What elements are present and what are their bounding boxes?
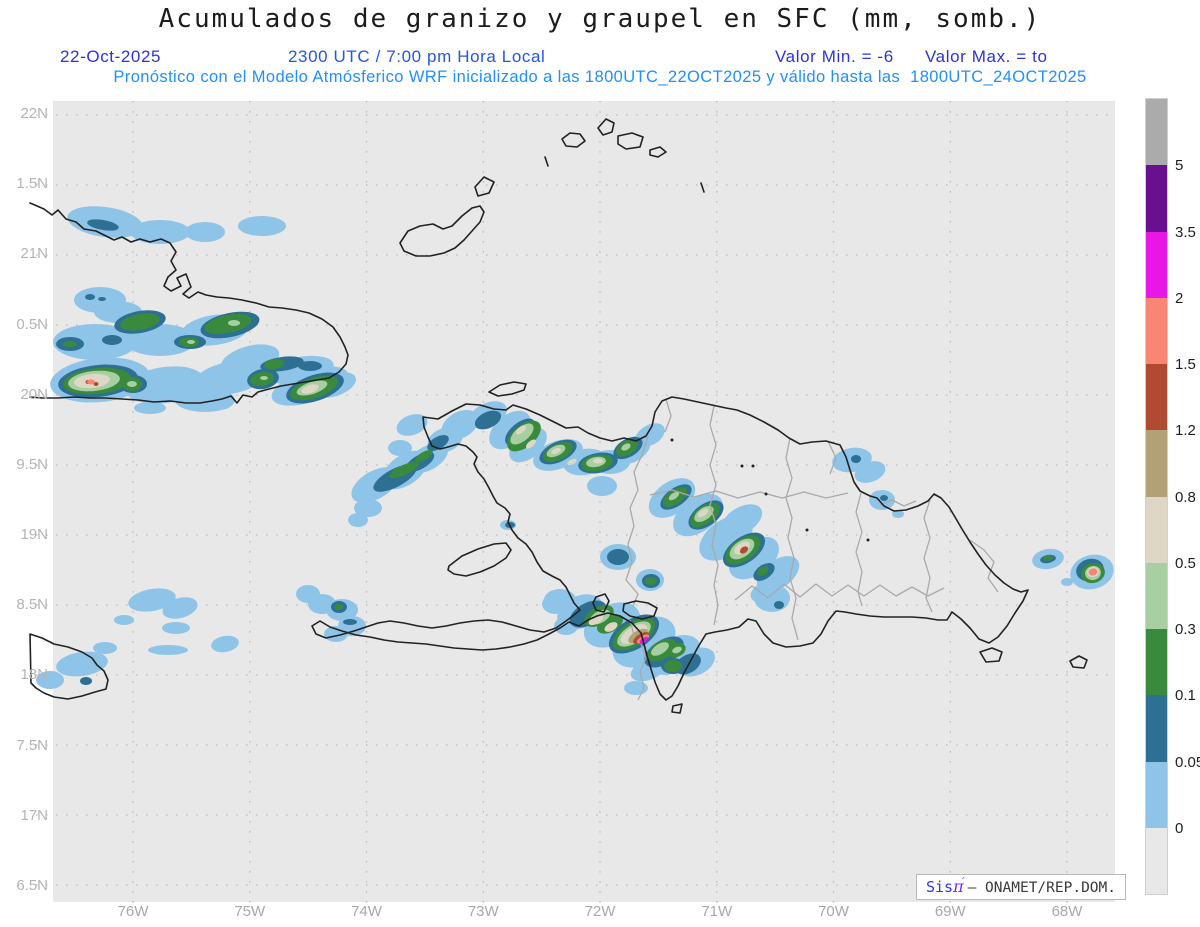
saona-island-coastline bbox=[979, 647, 1003, 663]
province-borders bbox=[625, 398, 999, 701]
y-axis-label: 21N bbox=[20, 245, 48, 263]
y-axis-label: 17N bbox=[20, 806, 48, 824]
colorbar-segment: 0.1 bbox=[1146, 629, 1196, 704]
colorbar-tick-label: 2 bbox=[1175, 289, 1184, 307]
x-axis-label: 69W bbox=[934, 903, 966, 920]
great-inagua-coastline bbox=[399, 205, 485, 257]
branding-box: Sisπ´ – ONAMET/REP.DOM. bbox=[916, 874, 1126, 900]
colorbar-tick-label: 0.05 bbox=[1175, 753, 1200, 771]
gonave-island-coastline bbox=[447, 542, 512, 577]
hispaniola-coastline bbox=[311, 396, 1029, 701]
sispi-pi-accent: ´ bbox=[961, 875, 966, 889]
colorbar-tick-label: 0 bbox=[1175, 819, 1184, 837]
page-title: Acumulados de granizo y graupel en SFC (… bbox=[158, 4, 1042, 34]
value-min-label: Valor Min. = -6 bbox=[775, 47, 894, 66]
forecast-valid-time: 2300 UTC / 7:00 pm Hora Local bbox=[288, 47, 546, 66]
y-axis-label: 20N bbox=[20, 385, 48, 403]
map-point-markers bbox=[670, 438, 870, 542]
y-axis-label: 22N bbox=[20, 105, 48, 122]
colorbar-segment bbox=[1146, 827, 1167, 894]
x-axis: 76W 75W 74W 73W 72W 71W 70W 69W 68W bbox=[113, 903, 1087, 920]
colorbar-segment: 0 bbox=[1146, 761, 1183, 837]
y-axis-label: 7.5N bbox=[16, 736, 48, 754]
colorbar-tick-label: 0.5 bbox=[1175, 554, 1196, 572]
little-inagua-coastline bbox=[474, 176, 495, 197]
map-domain-background bbox=[53, 101, 1115, 902]
colorbar-tick-label: 0.8 bbox=[1175, 488, 1196, 506]
y-axis-label: 1.5N bbox=[16, 175, 48, 193]
x-axis-label: 74W bbox=[351, 903, 382, 920]
colorbar-segment: 0.8 bbox=[1146, 430, 1196, 506]
x-axis-label: 73W bbox=[467, 903, 499, 920]
colorbar-segment: 1.5 bbox=[1146, 297, 1196, 373]
tortue-island-coastline bbox=[488, 381, 527, 397]
sispi-pi-glyph: π bbox=[953, 877, 964, 896]
onamet-label: – ONAMET/REP.DOM. bbox=[967, 880, 1116, 896]
x-axis-label: 68W bbox=[1051, 903, 1083, 920]
y-axis-label: 19N bbox=[20, 526, 48, 544]
colorbar-tick-label: 1.2 bbox=[1175, 422, 1196, 440]
colorbar-segment: 0.3 bbox=[1146, 562, 1196, 638]
colorbar-segment: 0.5 bbox=[1146, 496, 1196, 572]
value-max-label: Valor Max. = to bbox=[925, 47, 1048, 66]
colorbar-tick-label: 1.5 bbox=[1175, 356, 1196, 373]
colorbar-tick-label: 3.5 bbox=[1175, 223, 1196, 241]
y-axis: 22N 1.5N 21N 0.5N 20N 9.5N 19N 8.5N 18N 7.5N 17N 6.… bbox=[0, 105, 48, 894]
y-axis-label: 6.5N bbox=[16, 876, 48, 894]
cuba-coastline bbox=[29, 202, 349, 404]
colorbar-segment: 5 bbox=[1146, 99, 1183, 174]
x-axis-label: 72W bbox=[584, 903, 616, 920]
beata-island-coastline bbox=[671, 703, 683, 714]
colorbar-segment: 3.5 bbox=[1146, 165, 1196, 241]
model-init-line: Pronóstico con el Modelo Atmósferico WRF… bbox=[113, 68, 1087, 86]
forecast-date: 22-Oct-2025 bbox=[60, 47, 162, 66]
y-axis-label: 8.5N bbox=[16, 596, 48, 614]
sispi-logo-text: Sis bbox=[925, 878, 954, 896]
x-axis-label: 76W bbox=[117, 903, 149, 920]
mona-island-coastline bbox=[1069, 655, 1088, 669]
y-axis-label: 9.5N bbox=[16, 455, 48, 473]
y-axis-label: 0.5N bbox=[16, 315, 48, 333]
colorbar-tick-label: 0.3 bbox=[1175, 621, 1196, 638]
colorbar: 5 3.5 2 1.5 1.2 0.8 0.5 0.3 0.1 0.05 0 bbox=[1145, 98, 1200, 895]
jamaica-coastline bbox=[29, 633, 109, 700]
colorbar-tick-label: 5 bbox=[1175, 157, 1184, 175]
colorbar-segment: 0.05 bbox=[1146, 695, 1200, 771]
x-axis-label: 70W bbox=[818, 903, 849, 920]
coastlines bbox=[29, 118, 1088, 714]
x-axis-label: 75W bbox=[234, 903, 266, 920]
colorbar-segment: 2 bbox=[1146, 231, 1183, 307]
colorbar-tick-label: 0.1 bbox=[1175, 687, 1196, 705]
lake-outline bbox=[622, 600, 658, 620]
colorbar-segment: 1.2 bbox=[1146, 364, 1196, 439]
x-axis-label: 71W bbox=[701, 903, 733, 920]
precip-shading-magenta bbox=[639, 636, 649, 644]
y-axis-label: 18N bbox=[20, 666, 48, 684]
lake-outline bbox=[592, 593, 610, 613]
